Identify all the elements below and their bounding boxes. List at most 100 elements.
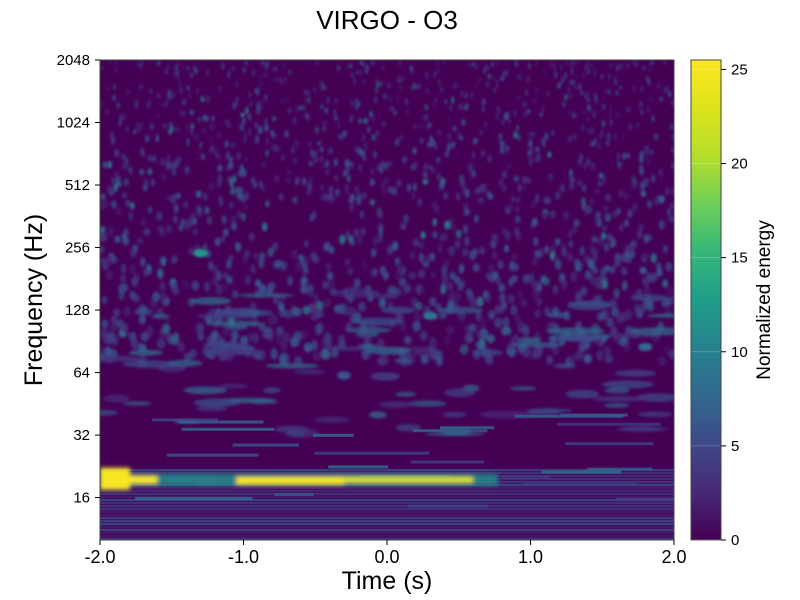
noise-blob xyxy=(212,264,219,275)
noise-blob xyxy=(231,222,237,231)
mid-wisp xyxy=(216,307,258,317)
noise-blob xyxy=(417,198,423,207)
noise-blob xyxy=(100,226,106,234)
noise-blob xyxy=(589,275,598,286)
noise-blob xyxy=(669,215,674,224)
noise-blob xyxy=(301,104,306,111)
noise-blob xyxy=(458,263,465,274)
noise-blob xyxy=(125,126,130,133)
noise-blob xyxy=(632,84,636,93)
noise-blob xyxy=(613,133,618,140)
noise-blob xyxy=(340,132,345,140)
hotspot xyxy=(423,311,438,320)
noise-blob xyxy=(270,347,278,360)
noise-blob xyxy=(244,275,251,286)
noise-blob xyxy=(214,237,221,247)
noise-blob xyxy=(516,95,521,103)
noise-blob xyxy=(502,170,507,179)
noise-blob xyxy=(325,169,330,176)
noise-blob xyxy=(650,253,657,264)
noise-blob xyxy=(114,60,117,65)
noise-blob xyxy=(640,85,643,92)
noise-blob xyxy=(148,99,151,107)
noise-blob xyxy=(439,88,443,94)
noise-blob xyxy=(514,205,520,214)
noise-blob xyxy=(522,101,527,108)
noise-blob xyxy=(111,200,117,209)
noise-blob xyxy=(665,86,669,92)
noise-blob xyxy=(474,187,480,195)
noise-blob xyxy=(156,113,159,120)
mid-wisp xyxy=(471,349,503,357)
noise-blob xyxy=(358,118,363,124)
noise-blob xyxy=(237,186,244,194)
noise-blob xyxy=(575,293,583,302)
noise-blob xyxy=(447,116,451,123)
noise-blob xyxy=(162,123,167,129)
noise-blob xyxy=(428,337,437,349)
noise-blob xyxy=(544,196,549,205)
noise-texture xyxy=(100,60,674,438)
noise-blob xyxy=(202,192,208,201)
noise-blob xyxy=(100,245,105,254)
noise-blob xyxy=(220,60,224,65)
noise-blob xyxy=(437,244,443,253)
noise-blob xyxy=(609,105,613,113)
mid-wisp xyxy=(219,383,249,389)
noise-blob xyxy=(242,255,249,264)
noise-blob xyxy=(437,68,440,73)
noise-blob xyxy=(312,352,321,362)
band-streak xyxy=(437,429,488,433)
noise-blob xyxy=(235,82,239,87)
noise-blob xyxy=(414,301,423,311)
noise-blob xyxy=(596,349,604,361)
noise-blob xyxy=(172,215,179,224)
noise-blob xyxy=(319,155,324,162)
noise-blob xyxy=(360,227,366,236)
noise-blob xyxy=(477,77,482,84)
noise-blob xyxy=(429,296,437,307)
noise-blob xyxy=(104,346,113,356)
noise-blob xyxy=(123,305,131,317)
mid-wisp xyxy=(444,388,475,398)
noise-blob xyxy=(362,154,366,162)
band-streak xyxy=(514,414,624,418)
noise-blob xyxy=(396,139,400,146)
noise-blob xyxy=(293,307,302,317)
noise-blob xyxy=(241,212,246,222)
noise-blob xyxy=(611,210,618,218)
noise-blob xyxy=(230,141,235,149)
noise-blob xyxy=(462,248,469,257)
noise-blob xyxy=(397,78,401,84)
noise-blob xyxy=(521,183,528,191)
noise-blob xyxy=(362,60,365,67)
noise-blob xyxy=(380,182,385,189)
noise-blob xyxy=(458,174,465,182)
noise-blob xyxy=(291,249,298,260)
noise-blob xyxy=(323,120,327,126)
noise-blob xyxy=(345,65,348,73)
noise-blob xyxy=(468,61,471,69)
noise-blob xyxy=(308,302,316,313)
noise-blob xyxy=(601,224,608,232)
noise-blob xyxy=(129,264,136,275)
noise-blob xyxy=(452,125,457,132)
noise-blob xyxy=(177,341,185,353)
noise-blob xyxy=(204,206,210,215)
noise-blob xyxy=(539,112,544,118)
noise-blob xyxy=(166,194,172,201)
noise-blob xyxy=(550,61,554,68)
mid-wisp xyxy=(193,398,241,407)
noise-blob xyxy=(569,181,575,190)
noise-blob xyxy=(110,177,116,184)
noise-blob xyxy=(364,65,368,71)
noise-blob xyxy=(561,243,567,254)
noise-blob xyxy=(182,99,187,106)
noise-blob xyxy=(217,131,221,138)
noise-blob xyxy=(121,191,127,199)
noise-blob xyxy=(160,229,166,237)
noise-blob xyxy=(373,150,377,159)
noise-blob xyxy=(463,208,471,216)
noise-blob xyxy=(320,103,324,110)
mid-wisp xyxy=(285,428,320,438)
